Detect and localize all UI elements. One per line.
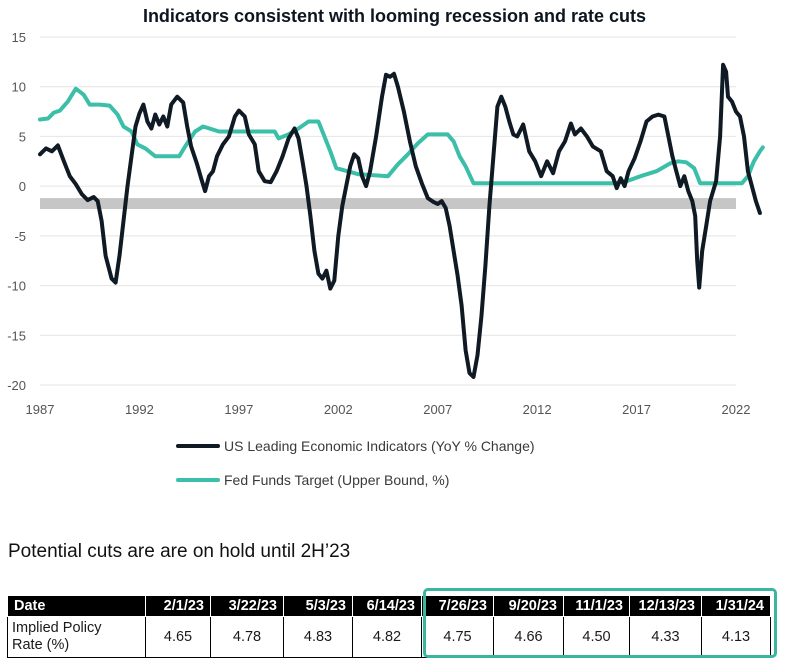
fed-funds-line [38, 86, 765, 186]
header-date-label: Date [7, 595, 146, 617]
header-date: 9/20/23 [493, 595, 564, 617]
row-label-line1: Implied Policy [12, 620, 102, 636]
rate-cell: 4.65 [145, 616, 211, 658]
header-date: 12/13/23 [629, 595, 702, 617]
rate-cell: 4.66 [493, 616, 564, 658]
y-tick-label: -5 [14, 229, 26, 244]
header-date: 11/1/23 [563, 595, 630, 617]
x-tick-label: 2022 [722, 402, 751, 417]
legend-fed-label: Fed Funds Target (Upper Bound, %) [224, 472, 450, 488]
lei-line [38, 62, 762, 379]
rate-cell: 4.33 [629, 616, 702, 658]
header-date: 5/3/23 [283, 595, 353, 617]
recession-band [40, 198, 736, 210]
y-tick-label: -10 [7, 279, 26, 294]
legend-lei: US Leading Economic Indicators (YoY % Ch… [176, 438, 535, 454]
x-tick-label: 1987 [26, 402, 55, 417]
row-label-line2: Rate (%) [12, 637, 70, 653]
x-tick-label: 1997 [224, 402, 253, 417]
rate-cell: 4.75 [421, 616, 494, 658]
x-tick-label: 2017 [622, 402, 651, 417]
header-date: 2/1/23 [145, 595, 211, 617]
x-tick-label: 1992 [125, 402, 154, 417]
legend-fed-swatch [176, 478, 220, 482]
y-tick-label: -15 [7, 328, 26, 343]
header-date: 1/31/24 [701, 595, 771, 617]
header-date: 7/26/23 [421, 595, 494, 617]
chart-title: Indicators consistent with looming reces… [142, 6, 647, 26]
y-tick-label: -20 [7, 378, 26, 393]
implied-rate-table: Date 2/1/23 3/22/23 5/3/23 6/14/23 7/26/23 9/… [7, 595, 771, 658]
legend-lei-swatch [176, 444, 220, 448]
rate-cell: 4.82 [352, 616, 422, 658]
grid-layer [40, 36, 736, 386]
y-tick-label: 15 [12, 30, 26, 45]
x-tick-label: 2012 [523, 402, 552, 417]
x-tick-label: 2002 [324, 402, 353, 417]
y-tick-label: 5 [19, 129, 26, 144]
legend-lei-label: US Leading Economic Indicators (YoY % Ch… [224, 438, 535, 454]
table-title: Potential cuts are are on hold until 2H’… [8, 541, 351, 562]
y-tick-label: 0 [19, 179, 26, 194]
table-header-row: Date 2/1/23 3/22/23 5/3/23 6/14/23 7/26/23 9/… [7, 595, 771, 617]
legend-fed: Fed Funds Target (Upper Bound, %) [176, 472, 449, 488]
rate-cell: 4.50 [563, 616, 630, 658]
rate-cell: 4.83 [283, 616, 353, 658]
table-row: Implied Policy Rate (%) 4.65 4.78 4.83 4.82 4… [7, 616, 771, 658]
row-label: Implied Policy Rate (%) [7, 616, 146, 658]
header-date: 6/14/23 [352, 595, 422, 617]
rate-cell: 4.78 [210, 616, 284, 658]
header-date: 3/22/23 [210, 595, 284, 617]
y-tick-label: 10 [12, 80, 26, 95]
rate-cell: 4.13 [701, 616, 771, 658]
x-tick-label: 2007 [423, 402, 452, 417]
